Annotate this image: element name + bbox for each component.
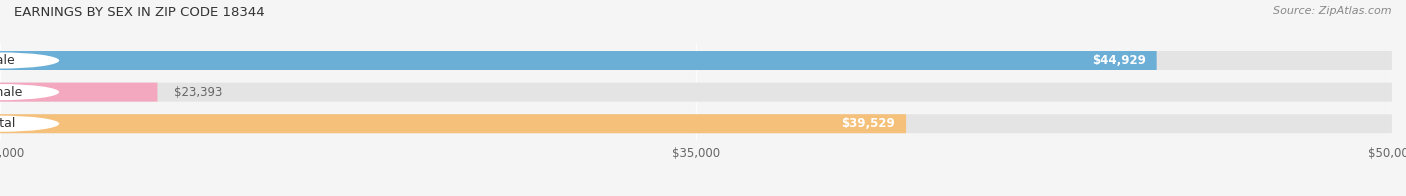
Ellipse shape bbox=[0, 84, 59, 100]
FancyBboxPatch shape bbox=[0, 83, 157, 102]
Text: $23,393: $23,393 bbox=[174, 86, 222, 99]
Ellipse shape bbox=[0, 116, 59, 132]
FancyBboxPatch shape bbox=[0, 51, 1157, 70]
Text: Source: ZipAtlas.com: Source: ZipAtlas.com bbox=[1274, 6, 1392, 16]
FancyBboxPatch shape bbox=[0, 114, 1392, 133]
FancyBboxPatch shape bbox=[0, 83, 1392, 102]
Text: Total: Total bbox=[0, 117, 15, 130]
FancyBboxPatch shape bbox=[0, 51, 1392, 70]
Text: $44,929: $44,929 bbox=[1091, 54, 1146, 67]
FancyBboxPatch shape bbox=[0, 114, 905, 133]
Text: Female: Female bbox=[0, 86, 24, 99]
Text: EARNINGS BY SEX IN ZIP CODE 18344: EARNINGS BY SEX IN ZIP CODE 18344 bbox=[14, 6, 264, 19]
Text: Male: Male bbox=[0, 54, 15, 67]
Text: $39,529: $39,529 bbox=[841, 117, 896, 130]
Ellipse shape bbox=[0, 53, 59, 69]
